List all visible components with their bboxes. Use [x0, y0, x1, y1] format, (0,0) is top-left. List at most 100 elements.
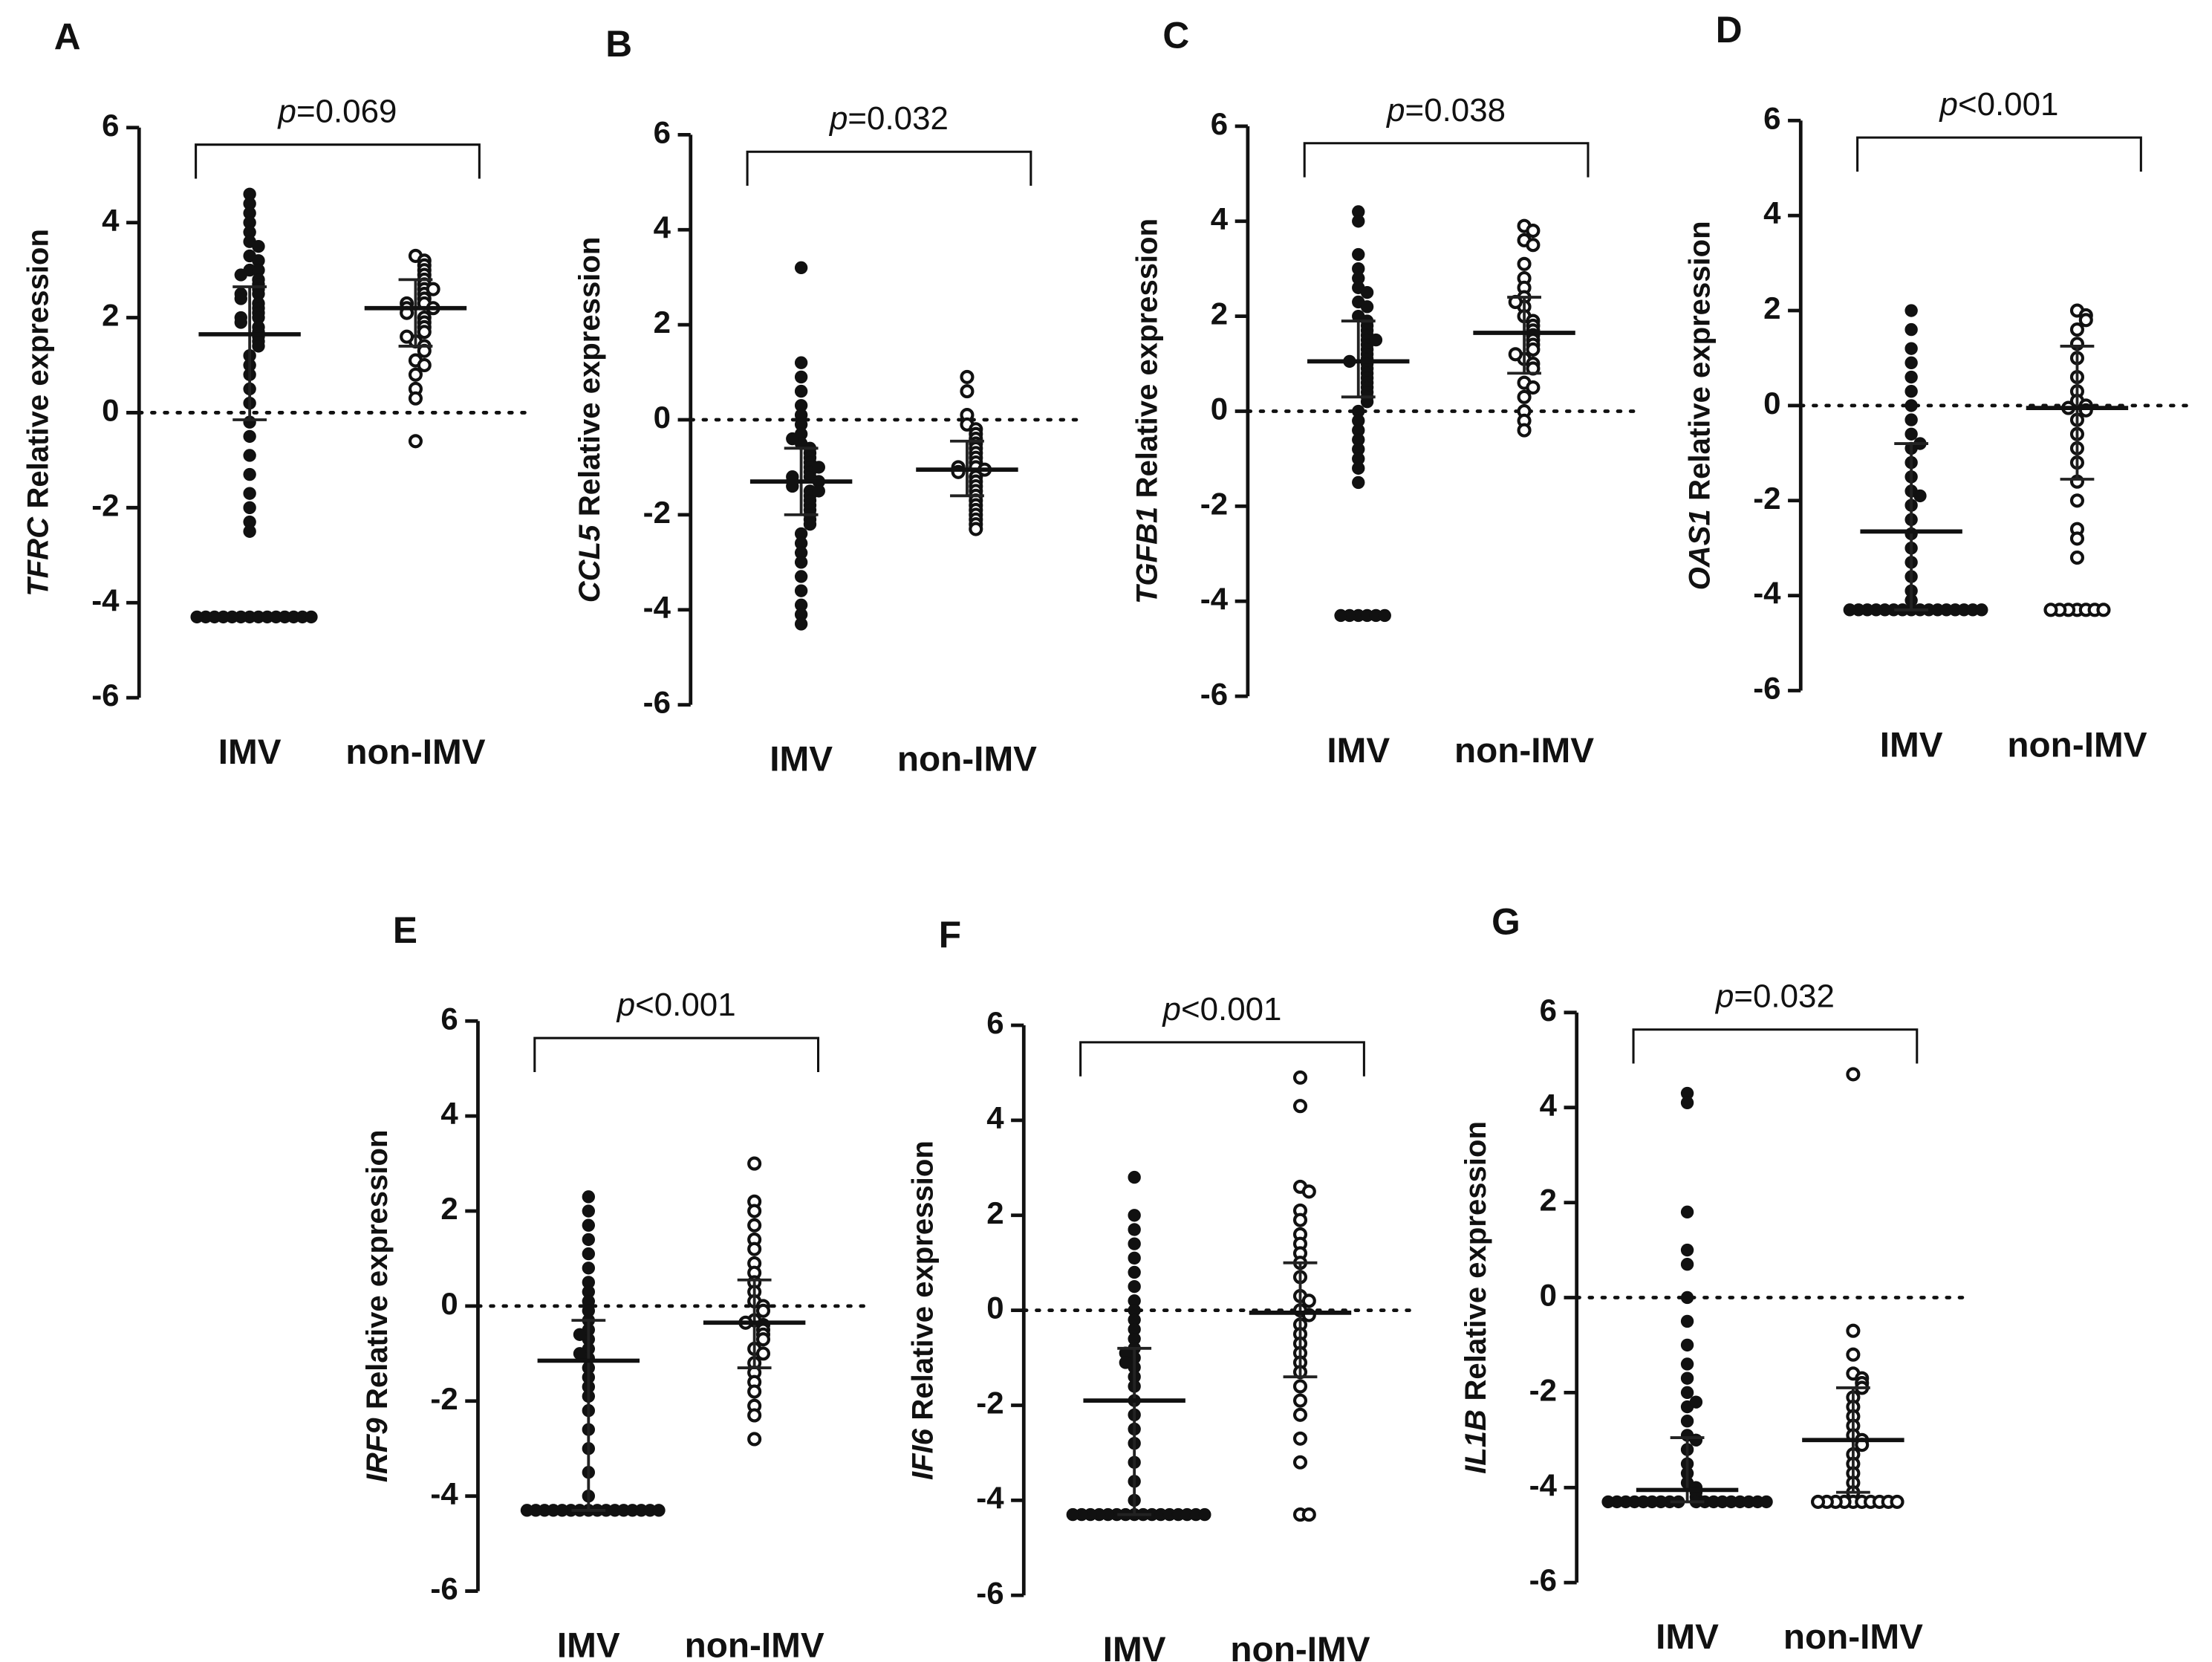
data-point — [1680, 1258, 1694, 1271]
p-value: p=0.032 — [828, 100, 949, 137]
data-point — [426, 282, 440, 296]
data-point — [747, 1241, 762, 1256]
data-point — [417, 325, 432, 340]
panel-letter: A — [54, 16, 81, 58]
y-tick-label: 2 — [440, 1191, 458, 1226]
y-tick-label: -4 — [430, 1476, 458, 1511]
data-point — [1811, 1494, 1826, 1509]
data-point — [252, 239, 265, 253]
y-tick-label: 0 — [1763, 386, 1780, 421]
data-point — [573, 1347, 587, 1360]
gene-name: TGFB1 — [1131, 507, 1163, 604]
data-point — [1680, 1243, 1694, 1257]
data-point — [812, 484, 825, 498]
data-point — [1689, 1395, 1703, 1409]
data-point — [960, 384, 975, 399]
data-point — [190, 610, 204, 624]
data-point — [1517, 423, 1532, 438]
data-point — [803, 517, 817, 531]
data-point — [1301, 1184, 1316, 1199]
panel-letter: B — [605, 23, 632, 65]
data-point — [747, 1204, 762, 1218]
data-point — [1292, 1431, 1308, 1446]
data-point — [1066, 1507, 1080, 1522]
x-category-label: non-IMV — [2007, 725, 2147, 765]
y-tick-label: 6 — [1763, 100, 1780, 135]
p-text: <0.001 — [635, 987, 735, 1023]
data-point — [1360, 300, 1374, 314]
data-point — [2069, 531, 2085, 546]
p-symbol: p — [1162, 990, 1181, 1027]
data-point — [1526, 224, 1541, 238]
data-point — [243, 449, 256, 462]
data-point — [1680, 1357, 1694, 1371]
data-point — [1913, 489, 1927, 503]
gene-name: TFRC — [22, 516, 54, 597]
panel-letter: C — [1162, 15, 1189, 56]
x-category-label: IMV — [1656, 1617, 1719, 1657]
data-point — [747, 1408, 762, 1423]
panel: C -6 -4 -2 0 2 4 6 TGFB1 Relative expression p=0.0… — [1131, 15, 1640, 770]
y-tick-label: -6 — [1200, 676, 1228, 711]
p-symbol: p — [828, 100, 848, 137]
p-symbol: p — [1714, 978, 1734, 1014]
y-tick-label: -4 — [1200, 581, 1229, 616]
p-value: p=0.032 — [1714, 978, 1835, 1014]
data-point — [1292, 1379, 1308, 1394]
data-point — [1517, 256, 1532, 271]
y-tick-label: -2 — [643, 495, 671, 530]
y-tick-label: 4 — [440, 1096, 458, 1131]
y-tick-label: 4 — [102, 203, 120, 238]
data-point — [1846, 1067, 1861, 1082]
data-point — [234, 292, 247, 305]
data-point — [305, 610, 318, 624]
data-point — [1128, 1223, 1141, 1236]
data-point — [400, 329, 414, 344]
x-category-label: IMV — [1327, 731, 1390, 770]
y-tick-label: 4 — [1211, 201, 1229, 236]
data-point — [1904, 427, 1918, 441]
data-point — [1526, 342, 1541, 357]
data-point — [2043, 603, 2058, 617]
data-point — [1680, 1415, 1694, 1428]
y-tick-label: -2 — [430, 1381, 458, 1416]
data-point — [408, 367, 423, 382]
x-category-label: IMV — [1103, 1630, 1166, 1662]
data-point — [1680, 1338, 1694, 1352]
panel-letter: E — [393, 909, 417, 951]
x-category-label: non-IMV — [685, 1626, 824, 1662]
y-tick-label: 0 — [1540, 1278, 1557, 1313]
y-tick-label: 6 — [654, 114, 671, 149]
p-value: p<0.001 — [1939, 86, 2059, 123]
data-point — [1292, 1070, 1308, 1085]
y-tick-label: -2 — [1529, 1372, 1557, 1407]
y-axis-label: IRF9 Relative expression — [360, 1130, 393, 1483]
data-point — [1292, 1393, 1308, 1408]
data-point — [1334, 608, 1347, 623]
data-point — [1301, 1293, 1316, 1308]
data-point — [582, 1190, 596, 1204]
data-point — [794, 556, 808, 569]
x-category-label: non-IMV — [1783, 1617, 1923, 1657]
y-axis-label-text: Relative expression — [1460, 1121, 1492, 1400]
data-point — [520, 1504, 534, 1517]
data-point — [755, 1332, 771, 1347]
y-axis-label-text: Relative expression — [1683, 221, 1716, 500]
p-symbol: p — [1939, 86, 1958, 123]
y-tick-label: -2 — [976, 1386, 1003, 1421]
y-tick-label: -6 — [1753, 671, 1780, 706]
p-symbol: p — [616, 987, 635, 1023]
data-point — [1292, 1455, 1308, 1470]
y-tick-label: 4 — [654, 210, 671, 244]
data-point — [1760, 1495, 1773, 1509]
y-tick-label: 4 — [986, 1100, 1004, 1135]
data-point — [1680, 1386, 1694, 1400]
y-axis-label-text: Relative expression — [360, 1130, 393, 1409]
panel-letter: G — [1492, 901, 1520, 943]
data-point — [243, 501, 256, 515]
y-tick-label: -2 — [91, 487, 119, 522]
data-point — [1846, 1347, 1861, 1362]
gene-name: IL1B — [1460, 1409, 1492, 1474]
data-point — [1128, 1251, 1141, 1265]
y-tick-label: -4 — [643, 590, 671, 625]
